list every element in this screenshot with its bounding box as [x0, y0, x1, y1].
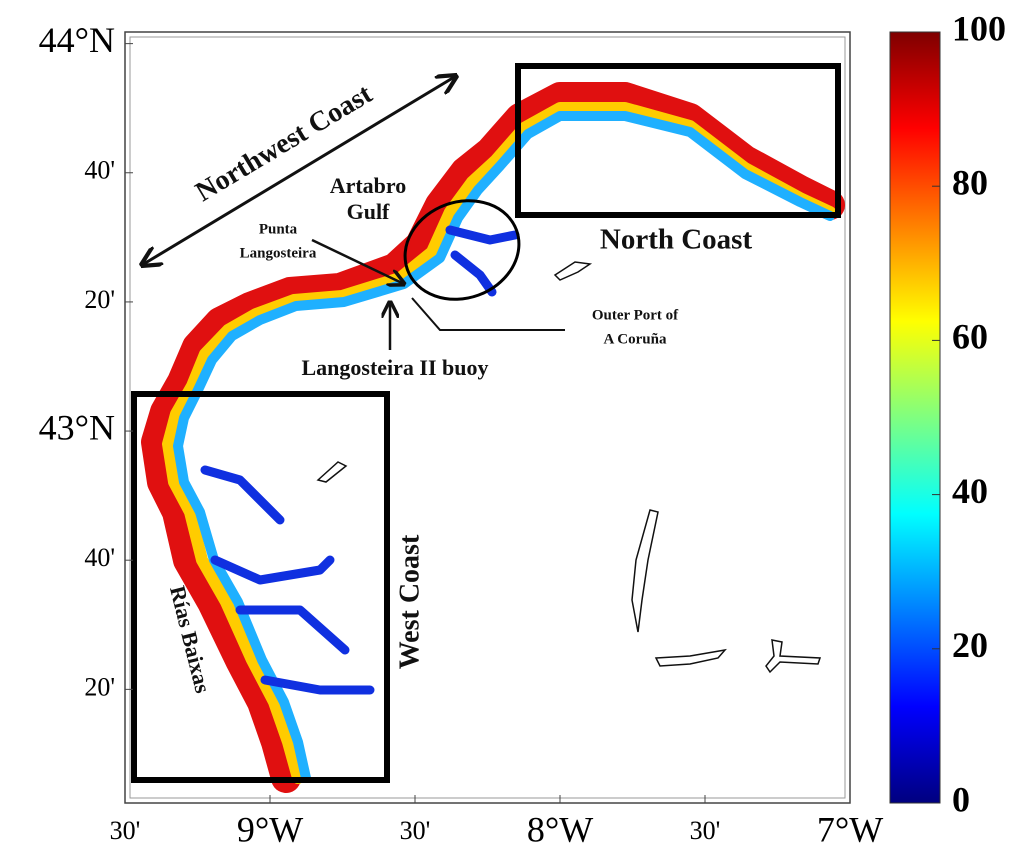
colorbar-tick-label: 0	[952, 779, 970, 819]
islands	[316, 261, 822, 674]
punta-arrow	[311, 238, 404, 284]
colorbar-tick-label: 60	[952, 317, 988, 357]
colorbar-tick-label: 80	[952, 162, 988, 202]
x-tick-label: 30'	[400, 816, 431, 845]
y-tick-label: 43°N	[39, 407, 115, 447]
northwest-arrow	[142, 76, 456, 265]
coastal-field	[141, 82, 845, 793]
y-tick-label: 20'	[84, 672, 115, 701]
map-inner-frame	[129, 36, 846, 799]
annotation: Gulf	[347, 199, 390, 224]
west-coast-box	[131, 391, 390, 783]
x-tick-label: 8°W	[527, 809, 593, 849]
annotation: Langosteira	[240, 245, 317, 261]
y-tick-label: 20'	[84, 285, 115, 314]
x-tick-label: 7°W	[817, 809, 883, 849]
x-tick-label: 30'	[110, 816, 141, 845]
coast-cyan	[173, 111, 835, 783]
annotation: Artabro	[330, 173, 407, 198]
coast-yellow	[162, 102, 836, 784]
annotation: Outer Port of	[592, 307, 679, 323]
coast-red	[141, 82, 845, 793]
north-coast-box	[515, 63, 841, 218]
x-tick-label: 9°W	[237, 809, 303, 849]
annotation: West Coast	[394, 534, 425, 669]
colorbar-tick-label: 20	[952, 625, 988, 665]
colorbar-tick-label: 100	[952, 8, 1006, 48]
y-tick-label: 40'	[84, 543, 115, 572]
x-tick-label: 30'	[690, 816, 721, 845]
ria-blue	[200, 225, 520, 695]
annotation: North Coast	[600, 224, 753, 256]
colorbar	[889, 31, 941, 804]
annotation: Punta	[259, 221, 298, 237]
annotation: A Coruña	[604, 331, 667, 347]
y-tick-label: 40'	[84, 156, 115, 185]
y-tick-label: 44°N	[39, 20, 115, 60]
annotation: Langosteira II buoy	[301, 355, 488, 380]
port-leader	[411, 297, 565, 331]
colorbar-tick-label: 40	[952, 471, 988, 511]
